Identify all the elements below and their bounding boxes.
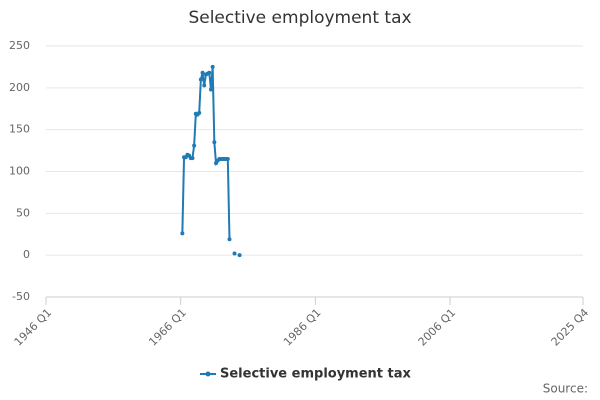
y-tick-label: 150 — [9, 123, 30, 136]
point — [237, 253, 242, 258]
point — [200, 70, 205, 75]
point — [225, 156, 230, 161]
point — [232, 251, 237, 256]
y-tick-label: 0 — [23, 248, 30, 261]
source: Source: — [543, 382, 588, 396]
x-tick-label: 2025 Q4 — [549, 306, 592, 349]
point — [192, 143, 197, 148]
point — [190, 156, 195, 161]
x-tick-label: 1946 Q1 — [12, 306, 55, 349]
point — [208, 87, 213, 92]
point — [210, 64, 215, 69]
point — [202, 83, 207, 88]
chart-title: Selective employment tax — [188, 8, 411, 28]
x-tick-label: 1966 Q1 — [146, 306, 189, 349]
legend-label: Selective employment tax — [220, 367, 412, 382]
x-tick-label: 2006 Q1 — [416, 306, 459, 349]
y-tick-label: 250 — [9, 39, 30, 52]
y-tick-label: -50 — [12, 290, 30, 303]
legend-marker — [205, 371, 211, 377]
point — [180, 231, 185, 236]
point — [227, 237, 232, 242]
line — [182, 67, 239, 255]
point — [212, 140, 217, 145]
y-tick-label: 50 — [16, 206, 30, 219]
point — [198, 77, 203, 82]
point — [197, 110, 202, 115]
x-tick-label: 1986 Q1 — [281, 306, 324, 349]
y-tick-label: 200 — [9, 81, 30, 94]
y-tick-label: 100 — [9, 165, 30, 178]
point — [207, 70, 212, 75]
